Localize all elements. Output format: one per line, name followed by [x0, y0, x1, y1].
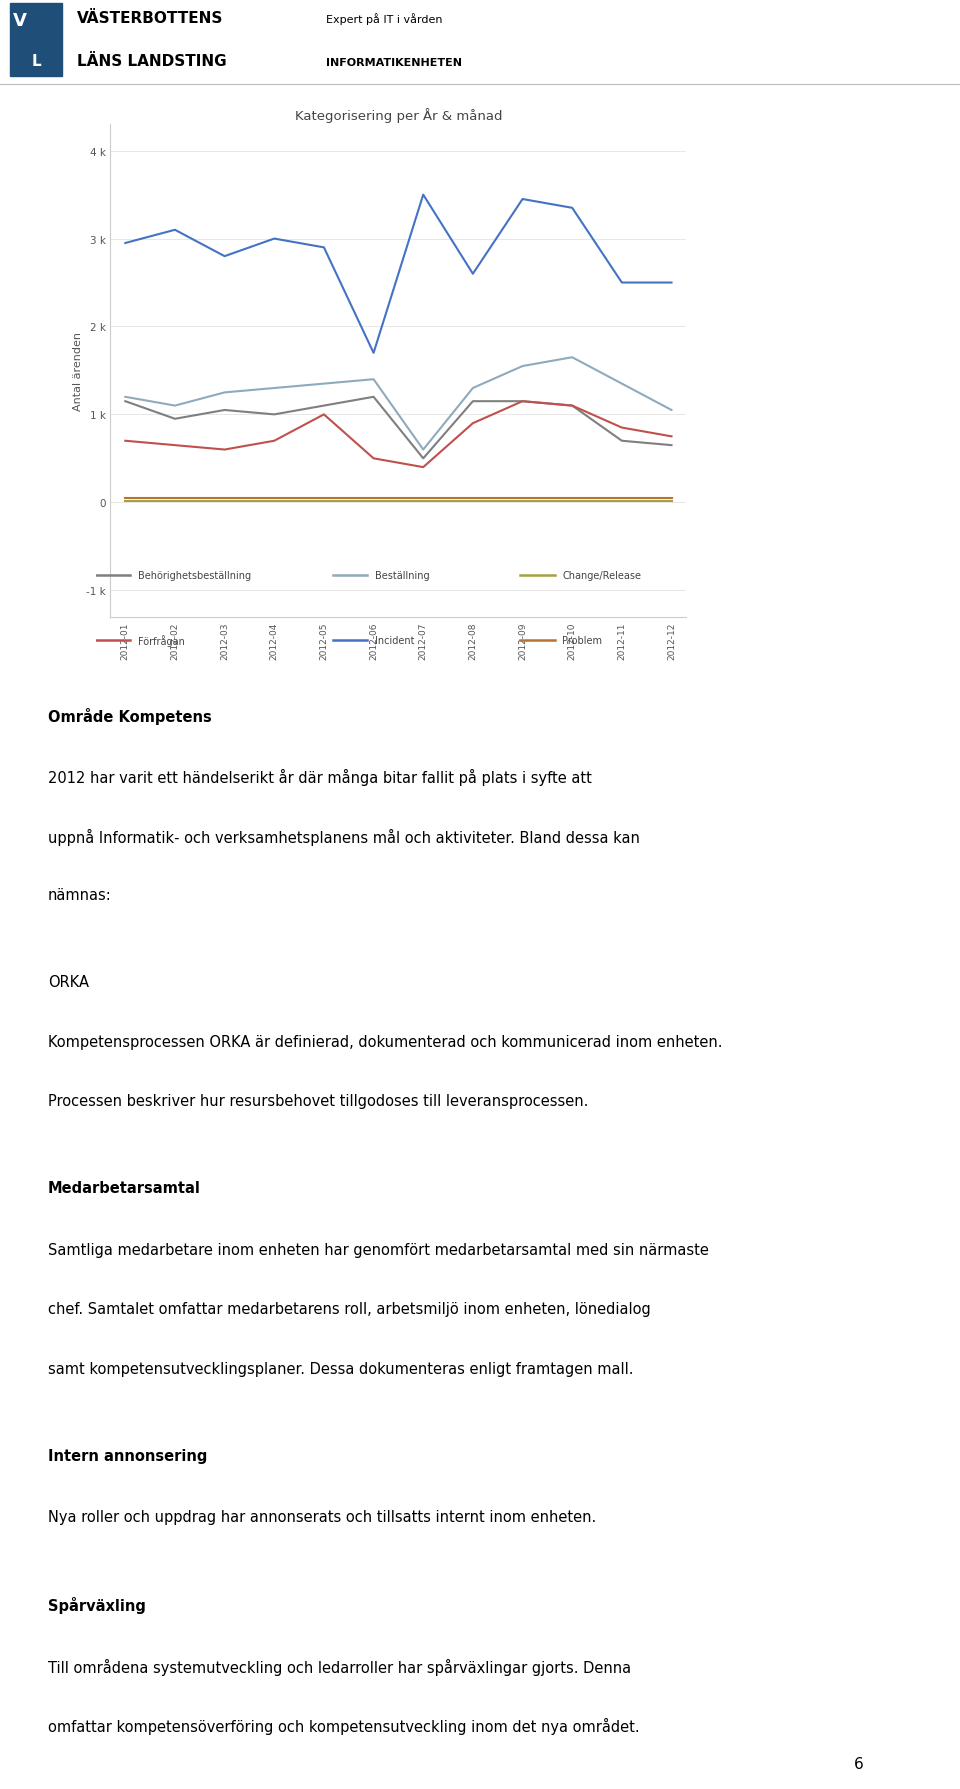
Bar: [10, 4, 62, 77]
Text: Expert på IT i vården: Expert på IT i vården: [326, 13, 443, 25]
Text: Intern annonsering: Intern annonsering: [48, 1447, 207, 1463]
Text: VÄSTERBOTTENS: VÄSTERBOTTENS: [77, 11, 223, 25]
Text: 6: 6: [854, 1755, 864, 1771]
Text: nämnas:: nämnas:: [48, 887, 111, 903]
Text: LÄNS LANDSTING: LÄNS LANDSTING: [77, 54, 227, 70]
Text: Processen beskriver hur resursbehovet tillgodoses till leveransprocessen.: Processen beskriver hur resursbehovet ti…: [48, 1093, 588, 1109]
Text: samt kompetensutvecklingsplaner. Dessa dokumenteras enligt framtagen mall.: samt kompetensutvecklingsplaner. Dessa d…: [48, 1361, 634, 1376]
Text: Samtliga medarbetare inom enheten har genomfört medarbetarsamtal med sin närmast: Samtliga medarbetare inom enheten har ge…: [48, 1242, 708, 1258]
Text: Område Kompetens: Område Kompetens: [48, 707, 212, 725]
Text: V: V: [12, 13, 26, 30]
Text: Medarbetarsamtal: Medarbetarsamtal: [48, 1181, 201, 1195]
Text: Beställning: Beställning: [375, 571, 429, 581]
Text: Till områdena systemutveckling och ledarroller har spårväxlingar gjorts. Denna: Till områdena systemutveckling och ledar…: [48, 1658, 631, 1675]
Text: Kompetensprocessen ORKA är definierad, dokumenterad och kommunicerad inom enhete: Kompetensprocessen ORKA är definierad, d…: [48, 1034, 723, 1048]
Text: L: L: [32, 54, 41, 70]
Text: 2012 har varit ett händelserikt år där många bitar fallit på plats i syfte att: 2012 har varit ett händelserikt år där m…: [48, 769, 592, 785]
Text: ORKA: ORKA: [48, 975, 89, 989]
Text: uppnå Informatik- och verksamhetsplanens mål och aktiviteter. Bland dessa kan: uppnå Informatik- och verksamhetsplanens…: [48, 828, 640, 846]
Text: Change/Release: Change/Release: [563, 571, 641, 581]
Y-axis label: Antal ärenden: Antal ärenden: [73, 331, 83, 411]
Text: omfattar kompetensöverföring och kompetensutveckling inom det nya området.: omfattar kompetensöverföring och kompete…: [48, 1717, 639, 1734]
Text: Nya roller och uppdrag har annonserats och tillsatts internt inom enheten.: Nya roller och uppdrag har annonserats o…: [48, 1510, 596, 1524]
Text: Problem: Problem: [563, 635, 602, 646]
Text: Incident: Incident: [375, 635, 415, 646]
Text: Förfrågan: Förfrågan: [138, 635, 184, 646]
Text: INFORMATIKENHETEN: INFORMATIKENHETEN: [326, 57, 463, 68]
Text: Behörighetsbeställning: Behörighetsbeställning: [138, 571, 251, 581]
Text: chef. Samtalet omfattar medarbetarens roll, arbetsmiljö inom enheten, lönedialog: chef. Samtalet omfattar medarbetarens ro…: [48, 1301, 651, 1317]
Title: Kategorisering per År & månad: Kategorisering per År & månad: [295, 107, 502, 123]
Text: Spårväxling: Spårväxling: [48, 1596, 146, 1614]
